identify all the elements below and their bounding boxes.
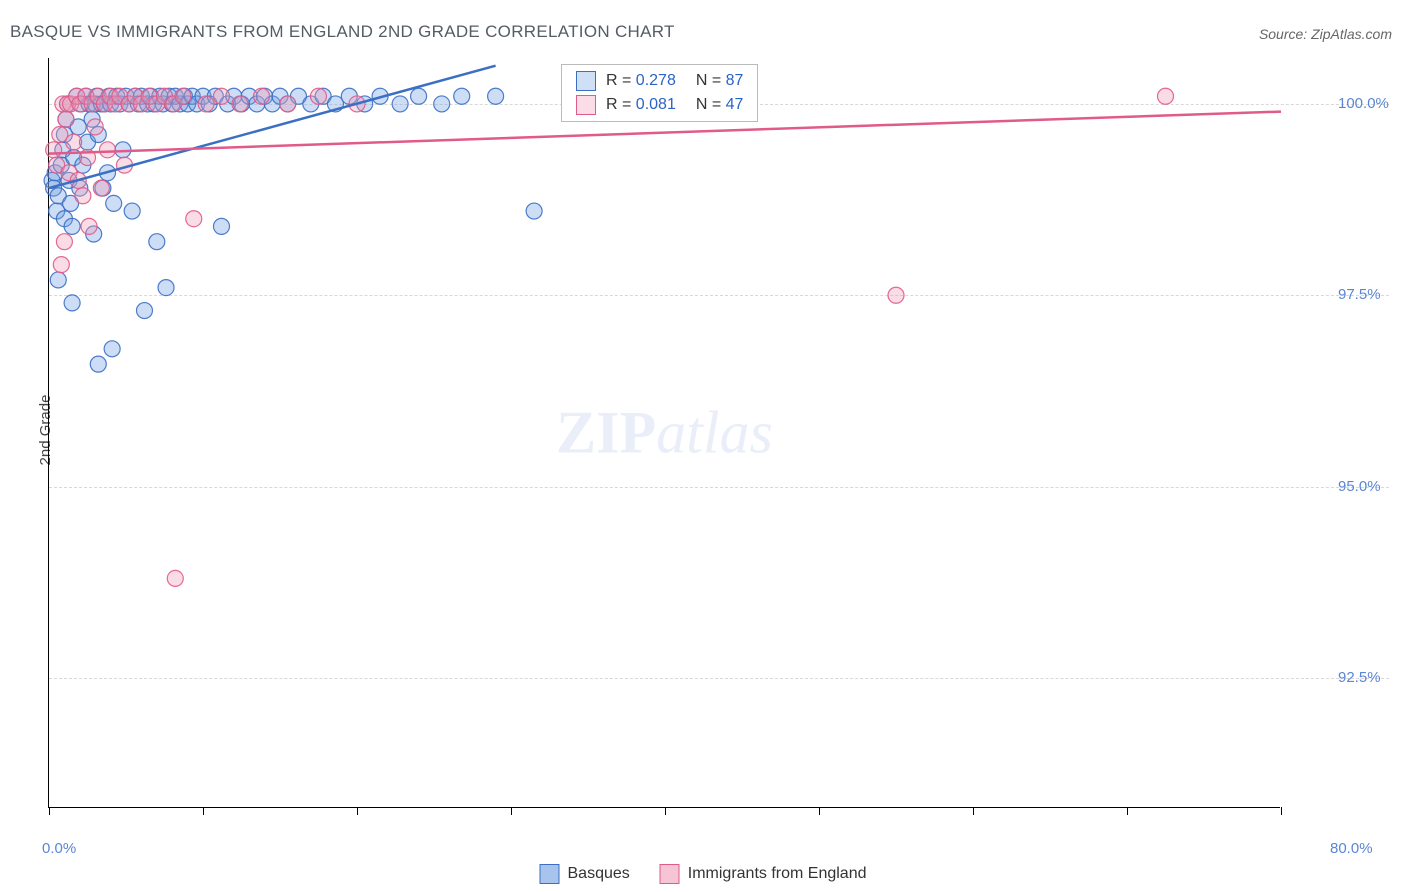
data-point [66, 134, 82, 150]
data-point [454, 88, 470, 104]
data-point [100, 142, 116, 158]
scatter-svg [49, 58, 1389, 808]
data-point [434, 96, 450, 112]
data-point [106, 195, 122, 211]
data-point [311, 88, 327, 104]
data-point [213, 218, 229, 234]
data-point [53, 257, 69, 273]
x-tick-label: 80.0% [1330, 840, 1373, 857]
data-point [104, 341, 120, 357]
data-point [158, 280, 174, 296]
data-point [149, 234, 165, 250]
data-point [64, 295, 80, 311]
data-point [93, 180, 109, 196]
data-point [526, 203, 542, 219]
data-point [186, 211, 202, 227]
trend-line [49, 66, 496, 188]
data-point [1158, 88, 1174, 104]
data-point [56, 234, 72, 250]
data-point [87, 119, 103, 135]
data-point [232, 96, 248, 112]
data-point [488, 88, 504, 104]
source-attribution: Source: ZipAtlas.com [1259, 26, 1392, 42]
data-point [64, 218, 80, 234]
data-point [124, 203, 140, 219]
data-point [198, 96, 214, 112]
chart-container: BASQUE VS IMMIGRANTS FROM ENGLAND 2ND GR… [0, 0, 1406, 892]
chart-title: BASQUE VS IMMIGRANTS FROM ENGLAND 2ND GR… [10, 22, 675, 42]
data-point [75, 188, 91, 204]
data-point [213, 88, 229, 104]
legend: Basques Immigrants from England [540, 864, 867, 884]
data-point [81, 218, 97, 234]
data-point [888, 287, 904, 303]
data-point [58, 111, 74, 127]
correlation-stats-box: R = 0.278N = 87R = 0.081N = 47 [561, 64, 758, 122]
data-point [280, 96, 296, 112]
x-tick-label: 0.0% [42, 840, 76, 857]
data-point [175, 88, 191, 104]
data-point [411, 88, 427, 104]
data-point [167, 570, 183, 586]
data-point [90, 356, 106, 372]
y-tick-label: 92.5% [1338, 669, 1381, 686]
data-point [50, 272, 66, 288]
data-point [136, 303, 152, 319]
y-tick-label: 97.5% [1338, 286, 1381, 303]
plot-area: ZIPatlas R = 0.278N = 87R = 0.081N = 47 [48, 58, 1280, 808]
data-point [254, 88, 270, 104]
stats-row: R = 0.081N = 47 [562, 93, 757, 117]
stats-row: R = 0.278N = 87 [562, 69, 757, 93]
y-tick-label: 100.0% [1338, 95, 1389, 112]
legend-item: Basques [540, 864, 630, 884]
data-point [46, 142, 62, 158]
data-point [392, 96, 408, 112]
legend-item: Immigrants from England [660, 864, 867, 884]
y-tick-label: 95.0% [1338, 478, 1381, 495]
